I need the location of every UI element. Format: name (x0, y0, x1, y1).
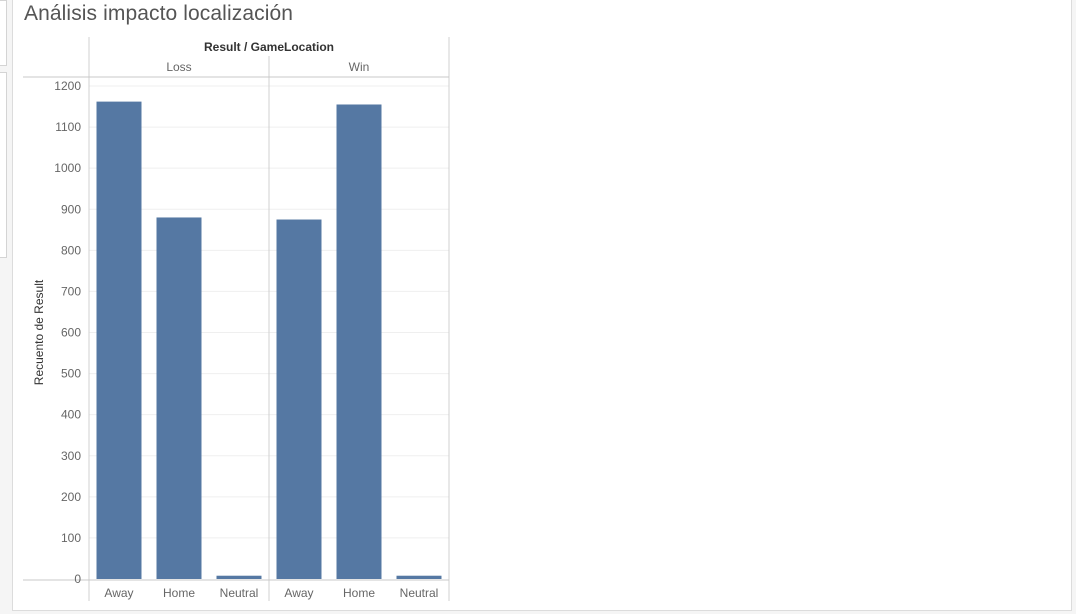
y-tick-label-200: 200 (61, 490, 81, 504)
bar-loss-away (96, 101, 142, 579)
x-tick-label-win-home: Home (343, 586, 375, 600)
x-tick-label-loss-away: Away (104, 586, 133, 600)
y-tick-label-700: 700 (61, 284, 81, 298)
y-tick-label-900: 900 (61, 202, 81, 216)
panel-label-loss: Loss (166, 60, 191, 74)
y-tick-label-500: 500 (61, 367, 81, 381)
bar-chart: Result / GameLocation Recuento de Result 0… (23, 37, 450, 601)
sheet-title: Análisis impacto localización (24, 2, 294, 25)
column-header-title: Result / GameLocation (204, 40, 334, 54)
chart-labels: Result / GameLocation Recuento de Result 0… (32, 40, 438, 600)
y-tick-label-300: 300 (61, 449, 81, 463)
x-tick-label-win-away: Away (284, 586, 313, 600)
side-panel-card-bottom (0, 72, 7, 258)
dashboard-sheet: Análisis impacto localización Result / G… (12, 0, 1072, 611)
chart-frame (23, 37, 450, 601)
x-tick-label-loss-home: Home (163, 586, 195, 600)
bar-loss-home (156, 217, 202, 579)
bars (96, 101, 442, 580)
y-tick-label-1200: 1200 (54, 79, 81, 93)
y-tick-label-400: 400 (61, 408, 81, 422)
side-panel-card-top (0, 0, 7, 66)
bar-win-neutral (396, 575, 442, 579)
y-tick-label-100: 100 (61, 531, 81, 545)
bar-loss-neutral (216, 575, 262, 579)
panel-label-win: Win (349, 60, 370, 74)
y-tick-label-600: 600 (61, 326, 81, 340)
y-tick-label-800: 800 (61, 243, 81, 257)
bar-win-home (336, 104, 382, 580)
y-tick-label-1100: 1100 (55, 120, 81, 134)
x-tick-label-loss-neutral: Neutral (220, 586, 259, 600)
y-tick-label-1000: 1000 (54, 161, 81, 175)
x-tick-label-win-neutral: Neutral (400, 586, 439, 600)
y-tick-label-0: 0 (74, 572, 81, 586)
bar-win-away (276, 219, 322, 580)
left-rail (0, 0, 8, 614)
y-axis-title: Recuento de Result (32, 279, 46, 385)
